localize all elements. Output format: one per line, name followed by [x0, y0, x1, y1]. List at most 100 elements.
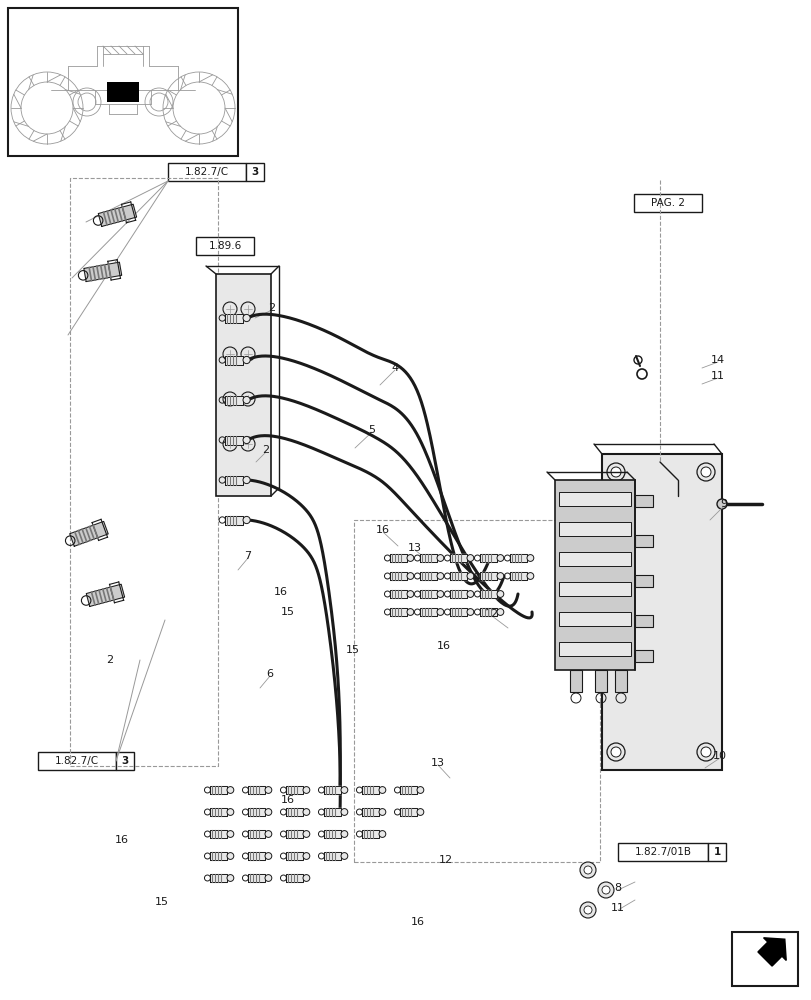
Circle shape [303, 853, 310, 859]
Circle shape [223, 302, 237, 316]
Bar [558, 612, 630, 626]
Polygon shape [389, 572, 406, 580]
Bar [554, 480, 634, 670]
Text: 13: 13 [431, 758, 444, 768]
Polygon shape [479, 608, 496, 616]
Bar [634, 575, 652, 587]
Circle shape [303, 787, 310, 793]
Circle shape [607, 743, 624, 761]
Polygon shape [210, 786, 227, 794]
Circle shape [436, 609, 444, 615]
Polygon shape [247, 830, 264, 838]
Bar [168, 163, 246, 181]
Bar [633, 194, 702, 212]
Circle shape [223, 437, 237, 451]
Polygon shape [285, 852, 303, 860]
Circle shape [341, 787, 347, 793]
Bar [216, 274, 271, 496]
Polygon shape [225, 476, 242, 485]
Bar [634, 650, 652, 662]
Text: 1: 1 [713, 847, 719, 857]
Polygon shape [225, 395, 242, 404]
Text: 1.82.7/C: 1.82.7/C [55, 756, 99, 766]
Bar [634, 615, 652, 627]
Circle shape [341, 809, 347, 815]
Circle shape [583, 866, 591, 874]
Polygon shape [225, 356, 242, 364]
Polygon shape [449, 608, 466, 616]
Circle shape [241, 437, 255, 451]
Text: 13: 13 [407, 543, 422, 553]
Text: 1.82.7/C: 1.82.7/C [185, 167, 229, 177]
Circle shape [264, 875, 272, 881]
Polygon shape [247, 786, 264, 794]
Polygon shape [362, 786, 379, 794]
Circle shape [242, 396, 250, 404]
Polygon shape [449, 554, 466, 562]
Polygon shape [449, 572, 466, 580]
Text: 11: 11 [710, 371, 724, 381]
Circle shape [700, 467, 710, 477]
Circle shape [341, 831, 347, 837]
Circle shape [436, 555, 444, 561]
Circle shape [466, 591, 473, 597]
Circle shape [406, 555, 414, 561]
Circle shape [696, 463, 714, 481]
Polygon shape [479, 554, 496, 562]
Circle shape [264, 809, 272, 815]
Polygon shape [400, 786, 417, 794]
Circle shape [227, 875, 234, 881]
Circle shape [223, 347, 237, 361]
Bar [614, 670, 626, 692]
Polygon shape [247, 808, 264, 816]
Circle shape [436, 573, 444, 579]
Circle shape [700, 747, 710, 757]
Circle shape [696, 743, 714, 761]
Polygon shape [419, 572, 436, 580]
Polygon shape [225, 436, 242, 444]
Text: 6: 6 [266, 669, 273, 679]
Text: 4: 4 [391, 363, 398, 373]
Polygon shape [324, 852, 341, 860]
Circle shape [496, 591, 503, 597]
Circle shape [583, 906, 591, 914]
Polygon shape [247, 874, 264, 882]
Polygon shape [389, 554, 406, 562]
Text: 15: 15 [345, 645, 359, 655]
Bar [731, 932, 797, 986]
Polygon shape [757, 938, 785, 966]
Circle shape [436, 591, 444, 597]
Circle shape [406, 609, 414, 615]
Bar [707, 843, 725, 861]
Circle shape [610, 747, 620, 757]
Circle shape [242, 314, 250, 322]
Circle shape [526, 555, 533, 561]
Text: 7: 7 [244, 551, 251, 561]
Text: 12: 12 [439, 855, 453, 865]
Text: 16: 16 [375, 525, 389, 535]
Polygon shape [479, 590, 496, 598]
Bar [558, 552, 630, 566]
Polygon shape [419, 554, 436, 562]
Polygon shape [210, 874, 227, 882]
Circle shape [303, 875, 310, 881]
Text: 3: 3 [251, 167, 259, 177]
Polygon shape [98, 204, 136, 226]
Polygon shape [210, 808, 227, 816]
Circle shape [264, 831, 272, 837]
Circle shape [241, 302, 255, 316]
Circle shape [223, 392, 237, 406]
Bar [246, 163, 264, 181]
Circle shape [417, 787, 423, 793]
Circle shape [597, 882, 613, 898]
Polygon shape [84, 262, 122, 282]
Polygon shape [225, 314, 242, 322]
Circle shape [227, 787, 234, 793]
Polygon shape [324, 808, 341, 816]
Polygon shape [389, 608, 406, 616]
Text: 1.89.6: 1.89.6 [208, 241, 242, 251]
Bar [558, 492, 630, 506]
Circle shape [379, 809, 385, 815]
Polygon shape [86, 584, 124, 606]
Circle shape [607, 463, 624, 481]
